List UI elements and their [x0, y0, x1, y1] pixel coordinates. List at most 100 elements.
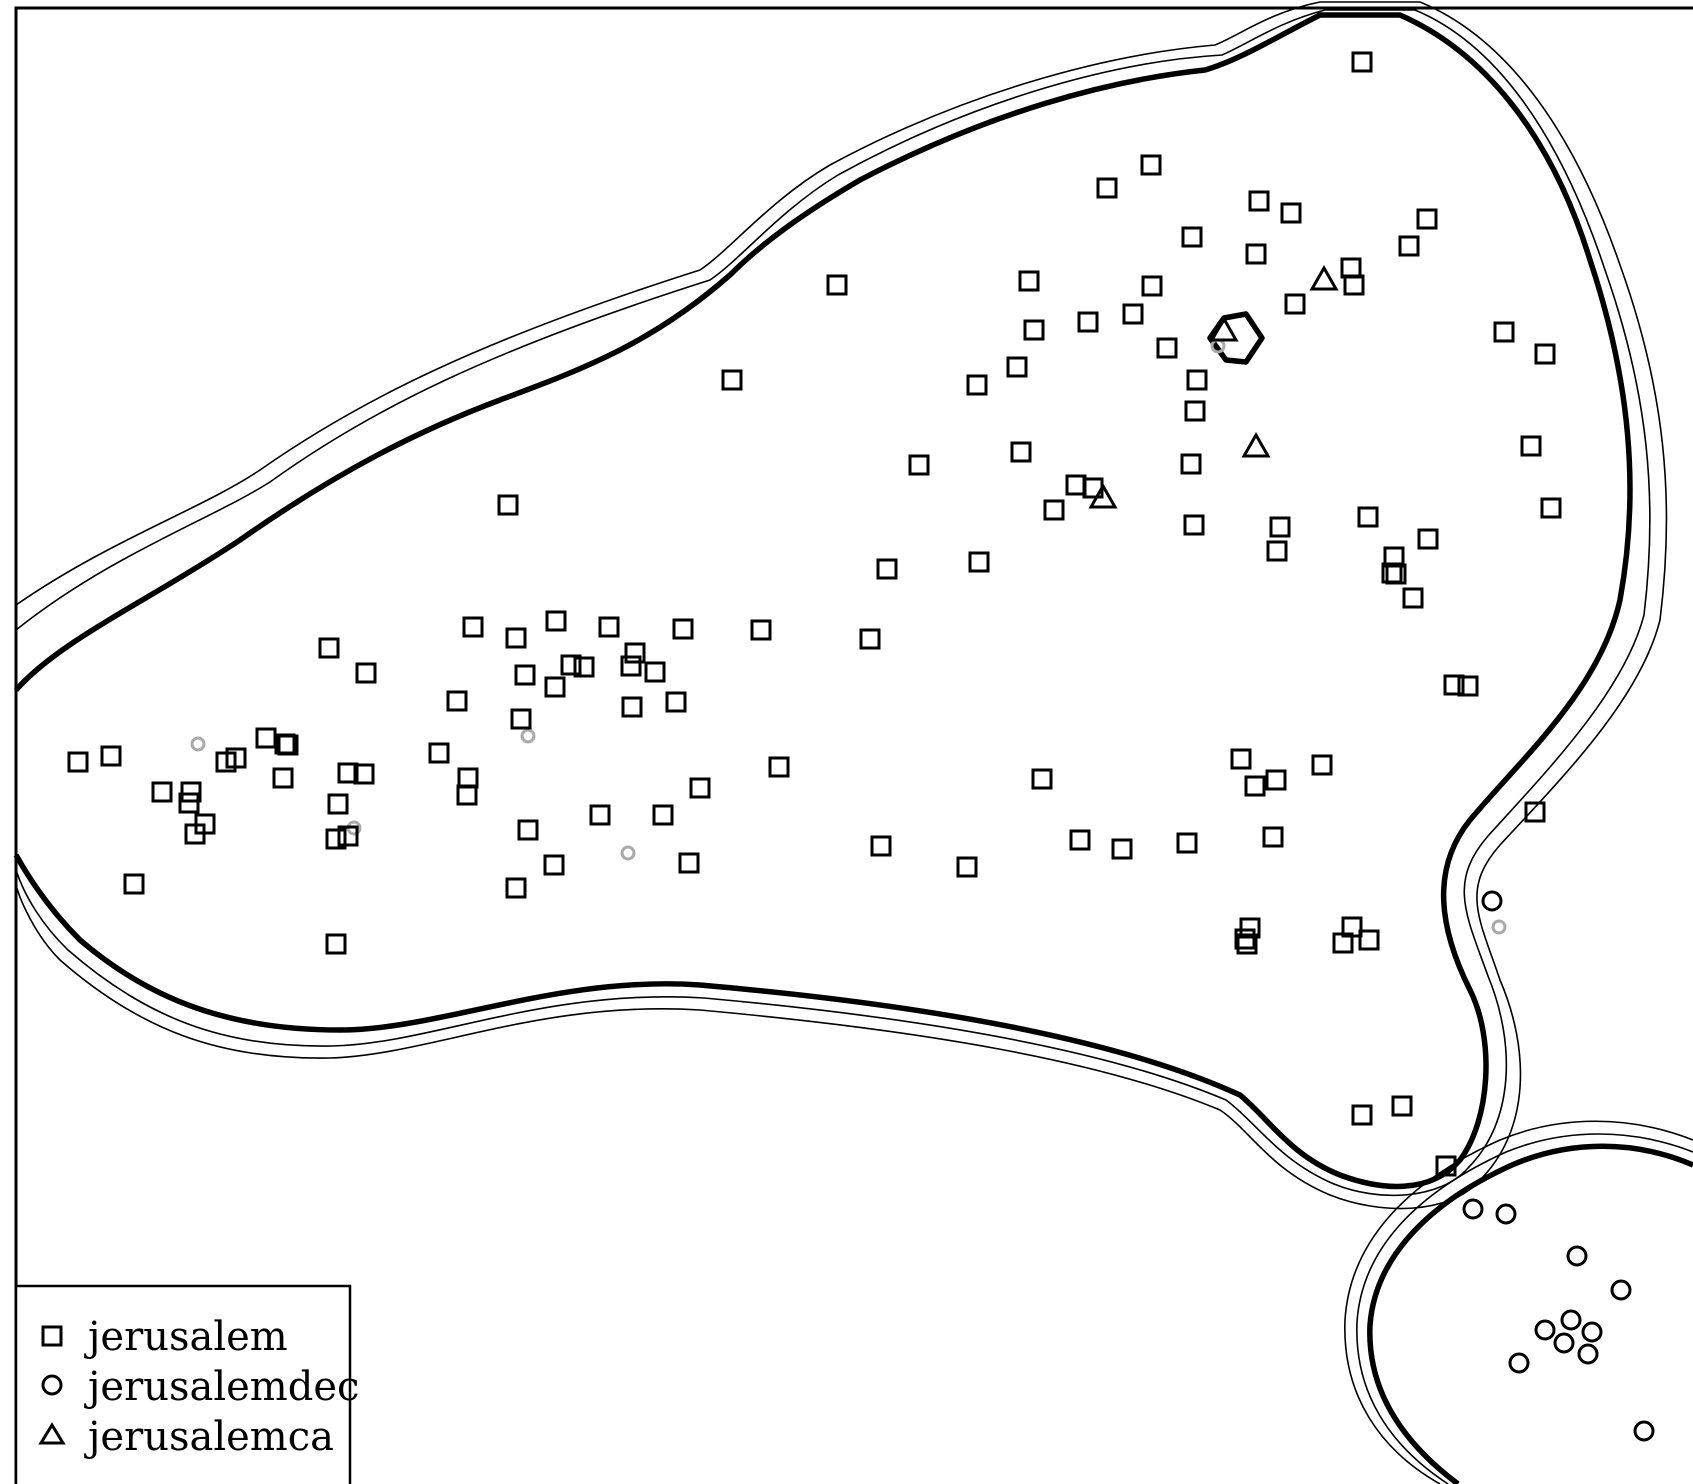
- jerusalem-point: [644, 661, 666, 683]
- jerusalem-point: [505, 627, 527, 649]
- jerusalem-point: [672, 618, 694, 640]
- jerusalem-point: [353, 763, 375, 785]
- jerusalem-point: [318, 637, 340, 659]
- jerusalem-point: [1280, 202, 1302, 224]
- jerusalemdec-point: [1553, 1332, 1575, 1354]
- jerusalemdec-point: [1495, 1203, 1517, 1225]
- jerusalem-point: [337, 762, 359, 784]
- jerusalem-point: [1493, 321, 1515, 343]
- jerusalem-point: [1031, 768, 1053, 790]
- grey-point: [1491, 919, 1507, 935]
- jerusalemdec-point: [1577, 1343, 1599, 1365]
- legend-label-2: jerusalemca: [84, 1414, 334, 1460]
- jerusalem-point: [1534, 343, 1556, 365]
- legend-box: [14, 1284, 352, 1484]
- jerusalem-point: [1096, 177, 1118, 199]
- jerusalem-point: [1435, 1155, 1457, 1177]
- legend: jerusalem jerusalemdec jerusalemca: [14, 1284, 359, 1484]
- jerusalem-point: [1122, 303, 1144, 325]
- jerusalem-point: [1141, 275, 1163, 297]
- jerusalem-point: [1069, 829, 1091, 851]
- jerusalem-point: [1010, 441, 1032, 463]
- jerusalemca-point: [1209, 315, 1239, 342]
- jerusalem-point: [621, 696, 643, 718]
- jerusalemdec-point: [1560, 1309, 1582, 1331]
- series-jerusalemdec: [1462, 890, 1655, 1442]
- jerusalem-point: [1358, 929, 1380, 951]
- jerusalem-point: [1381, 562, 1403, 584]
- jerusalem-point: [543, 854, 565, 876]
- jerusalem-point: [446, 690, 468, 712]
- jerusalemdec-point: [1633, 1420, 1655, 1442]
- jerusalemdec-point: [1566, 1245, 1588, 1267]
- contour-large-inner: [13, 12, 1633, 1190]
- jerusalem-point: [1186, 369, 1208, 391]
- jerusalem-point: [1343, 274, 1365, 296]
- jerusalem-point: [225, 747, 247, 769]
- jerusalem-point: [1018, 270, 1040, 292]
- jerusalem-point: [100, 745, 122, 767]
- jerusalem-point: [1181, 226, 1203, 248]
- jerusalem-point: [1417, 528, 1439, 550]
- legend-marker-triangle: [38, 1422, 66, 1445]
- legend-marker-circle: [41, 1374, 63, 1396]
- jerusalem-point: [721, 369, 743, 391]
- jerusalem-point: [123, 873, 145, 895]
- jerusalem-point: [517, 819, 539, 841]
- jerusalem-point: [1184, 400, 1206, 422]
- jerusalemdec-point: [1534, 1319, 1556, 1341]
- points-layer: [67, 51, 1655, 1442]
- jerusalem-point: [1006, 356, 1028, 378]
- jerusalemdec-point: [1581, 1321, 1603, 1343]
- jerusalemdec-point: [1462, 1198, 1484, 1220]
- jerusalem-point: [325, 933, 347, 955]
- jerusalem-point: [1156, 337, 1178, 359]
- jerusalem-point: [277, 734, 299, 756]
- jerusalem-point: [325, 828, 347, 850]
- contour-large-outer: [15, 1, 1668, 1210]
- jerusalem-point: [1176, 832, 1198, 854]
- jerusalem-point: [1239, 917, 1261, 939]
- jerusalem-point: [966, 374, 988, 396]
- jerusalem-point: [859, 628, 881, 650]
- jerusalem-point: [1023, 319, 1045, 341]
- jerusalemdec-point: [1508, 1352, 1530, 1374]
- jerusalem-point: [1457, 675, 1479, 697]
- jerusalem-point: [573, 656, 595, 678]
- jerusalem-point: [272, 767, 294, 789]
- jerusalem-point: [1443, 674, 1465, 696]
- jerusalem-point: [826, 274, 848, 296]
- jerusalem-point: [1230, 748, 1252, 770]
- jerusalem-point: [462, 616, 484, 638]
- jerusalem-point: [750, 619, 772, 641]
- grey-point: [620, 845, 636, 861]
- jerusalem-point: [456, 784, 478, 806]
- contours: [13, 1, 1693, 1484]
- series-jerusalem: [67, 51, 1562, 1177]
- jerusalem-point: [355, 662, 377, 684]
- contour-br-inner: [1367, 1143, 1693, 1484]
- jerusalem-point: [184, 823, 206, 845]
- jerusalem-point: [876, 558, 898, 580]
- jerusalem-point: [1391, 1095, 1413, 1117]
- jerusalem-point: [151, 781, 173, 803]
- jerusalem-point: [1245, 243, 1267, 265]
- jerusalem-point: [1180, 453, 1202, 475]
- jerusalem-point: [1236, 933, 1258, 955]
- jerusalem-point: [620, 655, 642, 677]
- jerusalem-point: [598, 616, 620, 638]
- jerusalem-point: [1077, 311, 1099, 333]
- jerusalem-point: [1332, 932, 1354, 954]
- jerusalem-point: [178, 792, 200, 814]
- contour-br-middle: [1356, 1133, 1693, 1484]
- jerusalem-point: [689, 777, 711, 799]
- legend-label-0: jerusalem: [84, 1314, 288, 1360]
- jerusalem-point: [510, 708, 532, 730]
- jerusalem-point: [1351, 51, 1373, 73]
- jerusalem-point: [428, 742, 450, 764]
- jerusalem-point: [1398, 235, 1420, 257]
- jerusalem-point: [337, 825, 359, 847]
- legend-label-1: jerusalemdec: [84, 1364, 359, 1410]
- jerusalem-point: [589, 804, 611, 826]
